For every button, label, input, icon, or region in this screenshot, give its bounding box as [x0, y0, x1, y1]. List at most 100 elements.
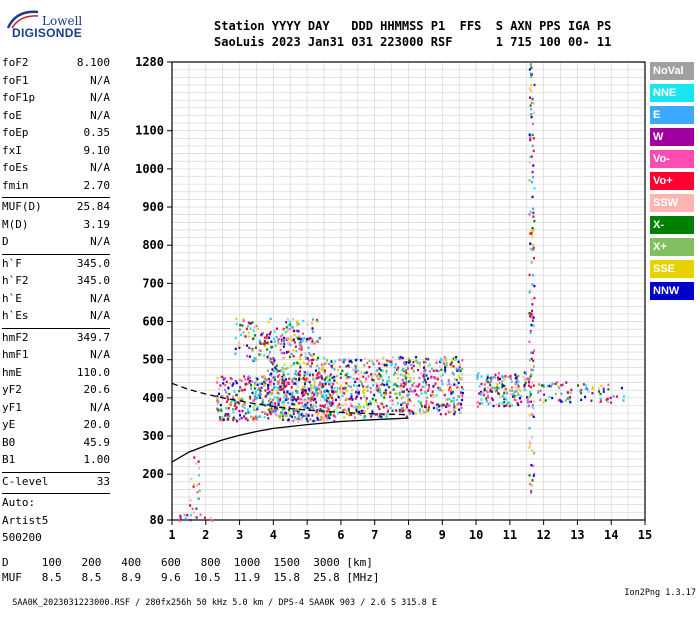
echo-point — [325, 361, 328, 364]
echo-point — [292, 338, 295, 341]
echo-point — [283, 336, 286, 340]
param-row: foE N/A — [2, 109, 110, 127]
echo-point — [404, 383, 407, 386]
echo-point — [453, 373, 455, 376]
echo-point — [405, 403, 408, 407]
echo-point — [392, 383, 395, 386]
echo-point — [282, 413, 285, 417]
echo-point — [309, 386, 312, 390]
echo-point — [303, 389, 306, 392]
echo-point — [254, 403, 256, 406]
echo-point — [517, 393, 520, 396]
echo-point — [353, 372, 356, 375]
echo-point — [315, 409, 318, 412]
echo-point — [256, 406, 259, 409]
echo-point — [302, 392, 304, 396]
echo-point — [281, 333, 284, 337]
echo-point — [320, 368, 323, 371]
param-row: yE 20.0 — [2, 418, 110, 436]
param-value: 9.10 — [83, 143, 111, 157]
echo-point — [460, 406, 463, 409]
echo-point — [457, 395, 460, 398]
echo-point — [237, 344, 240, 348]
echo-point — [349, 397, 352, 400]
echo-point — [299, 343, 302, 346]
echo-point — [532, 164, 535, 167]
echo-point — [490, 390, 493, 393]
echo-point — [281, 386, 284, 389]
echo-point — [281, 343, 284, 346]
echo-point — [508, 404, 511, 408]
echo-point — [310, 397, 313, 400]
echo-point — [248, 355, 251, 358]
echo-point — [318, 408, 321, 411]
echo-point — [391, 409, 394, 412]
param-value: 8.100 — [76, 56, 110, 69]
echo-point — [529, 155, 532, 159]
echo-point — [447, 379, 450, 383]
echo-point — [381, 381, 384, 384]
echo-point — [409, 387, 412, 390]
echo-point — [405, 361, 408, 364]
echo-point — [340, 359, 343, 362]
echo-point — [309, 408, 312, 411]
echo-point — [349, 402, 352, 405]
echo-point — [324, 414, 327, 417]
echo-point — [224, 377, 227, 380]
echo-point — [523, 378, 526, 381]
echo-point — [309, 384, 312, 387]
echo-point — [286, 351, 288, 354]
echo-point — [306, 337, 309, 341]
echo-point — [494, 387, 496, 390]
echo-point — [234, 407, 237, 411]
echo-point — [444, 369, 447, 372]
file-info-footer: SAA0K_2023031223000.RSF / 280fx256h 50 k… — [2, 588, 698, 618]
echo-point — [322, 412, 325, 415]
echo-point — [333, 420, 336, 423]
echo-point — [316, 394, 319, 397]
echo-point — [375, 369, 378, 373]
echo-point — [265, 341, 268, 345]
echo-point — [485, 379, 488, 383]
echo-point — [195, 462, 198, 465]
echo-point — [285, 321, 288, 324]
echo-point — [360, 380, 362, 383]
echo-point — [287, 372, 290, 376]
echo-point — [285, 392, 288, 395]
echo-point — [455, 378, 458, 382]
param-value: N/A — [90, 348, 110, 361]
echo-point — [329, 395, 332, 398]
echo-point — [407, 392, 410, 395]
echo-point — [282, 371, 285, 374]
echo-point — [279, 397, 282, 400]
echo-point — [329, 401, 332, 404]
echo-point — [296, 391, 299, 394]
echo-point — [227, 398, 230, 401]
echo-point — [529, 138, 532, 142]
echo-point — [476, 405, 479, 408]
echo-point — [459, 369, 462, 373]
x-tick-label: 3 — [236, 528, 243, 542]
echo-point — [241, 324, 244, 327]
echo-point — [496, 383, 499, 387]
echo-point — [277, 400, 280, 403]
echo-point — [316, 386, 319, 389]
echo-point — [287, 324, 290, 327]
echo-point — [391, 356, 394, 359]
echo-point — [300, 353, 303, 357]
echo-point — [460, 394, 463, 398]
echo-point — [326, 400, 328, 403]
echo-point — [290, 338, 293, 342]
echo-point — [402, 374, 405, 377]
echo-point — [247, 331, 250, 335]
param-value: 349.7 — [76, 330, 110, 344]
echo-point — [609, 396, 612, 400]
echo-point — [319, 404, 322, 407]
echo-point — [442, 359, 445, 362]
echo-point — [385, 369, 388, 373]
echo-point — [410, 367, 413, 370]
echo-point — [371, 410, 374, 414]
echo-point — [192, 485, 195, 488]
param-value: 33 — [96, 474, 110, 488]
echo-point — [403, 361, 405, 364]
